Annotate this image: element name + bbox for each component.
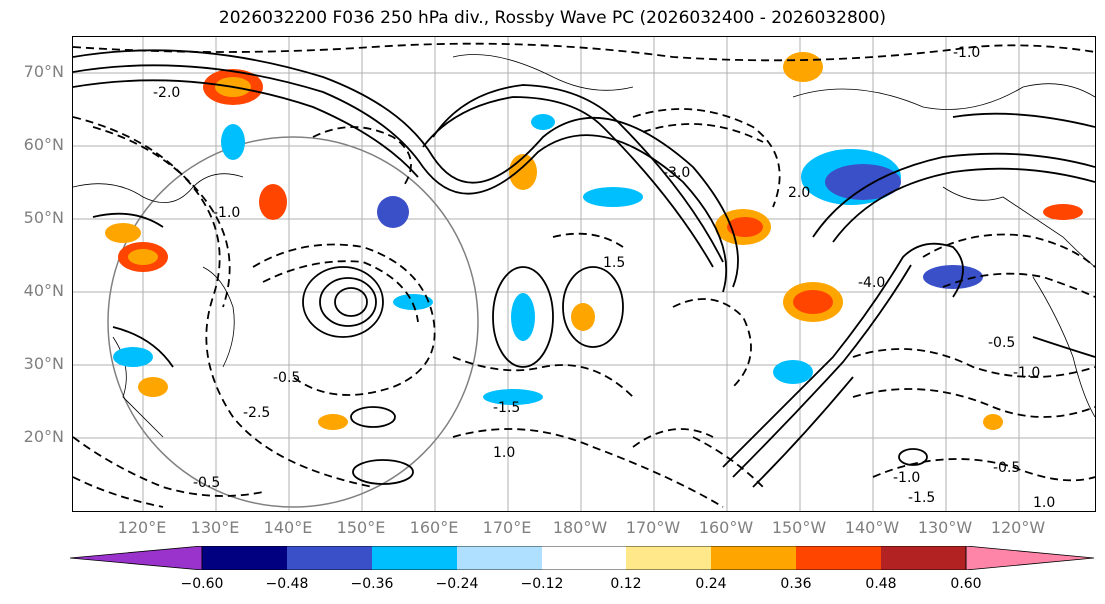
lon-label: 170°W [625, 518, 681, 537]
lon-label: 150°E [336, 518, 386, 537]
colorbar-swatch [626, 546, 711, 570]
colorbar-swatch [881, 546, 966, 570]
contour-label: -1.0 [953, 45, 980, 61]
contour-label: -2.5 [243, 405, 270, 421]
map-panel: -1.0 -3.0 2.0 -4.0 -0.5 -1.0 -1.0 -0.5 -… [72, 36, 1096, 512]
lat-label: 30°N [23, 354, 64, 373]
lat-label: 50°N [23, 208, 64, 227]
colorbar-tick-label: −0.48 [265, 576, 309, 592]
lon-label: 150°W [771, 518, 827, 537]
lon-label: 120°W [990, 518, 1046, 537]
lon-label: 160°W [698, 518, 754, 537]
contour-label: -1.0 [1013, 365, 1040, 381]
contour-label: 1.5 [603, 255, 625, 271]
contour-label: -4.0 [858, 275, 885, 291]
lat-label: 70°N [23, 62, 64, 81]
map-canvas: -1.0 -3.0 2.0 -4.0 -0.5 -1.0 -1.0 -0.5 -… [73, 37, 1095, 511]
contour-label: -1.5 [908, 490, 935, 506]
colorbar-tick-label: 0.12 [610, 576, 642, 592]
colorbar-tick-label: −0.36 [350, 576, 394, 592]
contour-labels: -1.0 -3.0 2.0 -4.0 -0.5 -1.0 -1.0 -0.5 -… [153, 45, 1055, 511]
contour-label: -0.5 [993, 460, 1020, 476]
lon-label: 170°E [482, 518, 532, 537]
colorbar [70, 546, 1095, 570]
lat-label: 20°N [23, 427, 64, 446]
colorbar-tick-label: −0.60 [180, 576, 224, 592]
contour-label: -3.0 [663, 165, 690, 181]
colorbar-tick-label: −0.12 [520, 576, 564, 592]
contour-label: -0.5 [988, 335, 1015, 351]
figure-title: 2026032200 F036 250 hPa div., Rossby Wav… [218, 8, 887, 28]
colorbar-swatch [457, 546, 542, 570]
positive-contours [73, 49, 1095, 488]
contour-label: -0.5 [273, 370, 300, 386]
colorbar-tick-label: 0.24 [695, 576, 727, 592]
colorbar-swatch [796, 546, 881, 570]
colorbar-tick-label: 0.48 [865, 576, 897, 592]
colorbar-tick-label: −0.24 [435, 576, 479, 592]
contour-label: -2.0 [153, 85, 180, 101]
lon-label: 120°E [117, 518, 167, 537]
colorbar-swatch [542, 546, 626, 570]
colorbar-swatch [711, 546, 796, 570]
contour-label: 1.0 [1033, 495, 1055, 511]
lon-label: 140°E [263, 518, 313, 537]
contour-label: -0.5 [193, 475, 220, 491]
colorbar-tick-label: 0.36 [780, 576, 812, 592]
contour-label: 1.0 [493, 445, 515, 461]
contour-label: -1.5 [493, 400, 520, 416]
lon-label: 140°W [844, 518, 900, 537]
lat-label: 60°N [23, 135, 64, 154]
colorbar-tick-label: 0.60 [950, 576, 982, 592]
lon-label: 160°E [409, 518, 459, 537]
colorbar-extend-high [965, 546, 1095, 570]
contour-label: -1.0 [213, 205, 240, 221]
contour-label: -1.0 [893, 470, 920, 486]
colorbar-swatch [287, 546, 372, 570]
lon-label: 180°W [552, 518, 608, 537]
contour-label: 2.0 [788, 185, 810, 201]
colorbar-swatch [202, 546, 287, 570]
lat-label: 40°N [23, 281, 64, 300]
colorbar-extend-low [70, 546, 203, 570]
colorbar-swatch [372, 546, 457, 570]
negative-contours [73, 42, 1095, 508]
lon-label: 130°W [917, 518, 973, 537]
lon-label: 130°E [190, 518, 240, 537]
reference-circle [107, 136, 479, 508]
